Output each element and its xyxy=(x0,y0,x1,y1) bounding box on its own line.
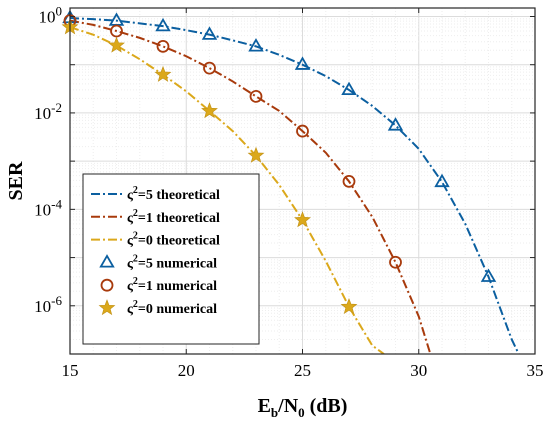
y-tick-label: 100 xyxy=(39,3,63,26)
data-point-triangle xyxy=(480,268,497,282)
x-tick-label: 35 xyxy=(527,361,544,380)
legend-entry: ς2=1 numerical xyxy=(100,276,217,294)
data-point-star xyxy=(294,211,311,228)
data-point-circle xyxy=(156,39,170,53)
legend-entry: ς2=5 theoretical xyxy=(91,185,220,203)
data-point-star xyxy=(108,36,125,53)
legend-label: ς2=1 theoretical xyxy=(127,208,220,226)
data-point-star xyxy=(340,298,358,315)
legend-box xyxy=(82,173,260,345)
data-point-circle xyxy=(110,24,123,38)
series-line-0 xyxy=(70,17,520,354)
data-point-circle xyxy=(389,255,402,269)
legend-marker-swatch xyxy=(98,299,116,316)
legend-entry: ς2=0 numerical xyxy=(98,299,217,317)
data-point-triangle xyxy=(155,17,171,32)
y-axis-title: SER xyxy=(5,161,27,200)
data-point-circle xyxy=(203,61,216,75)
data-point-star xyxy=(201,102,218,119)
data-point-triangle xyxy=(341,81,357,96)
legend-entry: ς2=1 theoretical xyxy=(91,208,220,226)
legend-entry: ς2=5 numerical xyxy=(99,253,217,271)
legend-entry: ς2=0 theoretical xyxy=(91,231,220,249)
y-tick-label: 10-2 xyxy=(34,100,62,123)
series-line-1 xyxy=(70,19,432,354)
x-tick-label: 25 xyxy=(294,361,311,380)
data-point-star xyxy=(154,65,172,82)
data-point-triangle xyxy=(248,38,264,52)
data-point-circle xyxy=(296,124,309,138)
series-line-2 xyxy=(70,26,385,354)
y-tick-label: 10-6 xyxy=(34,293,62,316)
data-point-star xyxy=(247,146,265,163)
x-tick-label: 20 xyxy=(178,361,195,380)
y-tick-label: 10-4 xyxy=(34,196,62,219)
theoretical-curves xyxy=(70,17,520,354)
legend-label: ς2=0 numerical xyxy=(127,299,217,317)
legend-label: ς2=5 numerical xyxy=(127,253,217,271)
data-point-triangle xyxy=(294,56,311,70)
data-point-triangle xyxy=(387,117,404,131)
data-point-circle xyxy=(249,90,263,103)
x-tick-label: 30 xyxy=(410,361,427,380)
data-point-circle xyxy=(342,174,356,188)
data-point-triangle xyxy=(201,26,218,40)
data-point-triangle xyxy=(434,173,450,188)
legend-marker-swatch xyxy=(99,254,115,268)
tick-marks xyxy=(69,8,536,355)
x-axis-title: Eb/N0 (dB) xyxy=(258,395,348,420)
legend-label: ς2=1 numerical xyxy=(127,276,217,294)
legend-label: ς2=5 theoretical xyxy=(127,185,220,203)
legend: ς2=5 theoretical ς2=1 theoretical ς2=0 the… xyxy=(82,173,260,345)
legend-label: ς2=0 theoretical xyxy=(127,231,220,249)
legend-marker-swatch xyxy=(100,278,114,292)
x-tick-label: 15 xyxy=(62,361,79,380)
